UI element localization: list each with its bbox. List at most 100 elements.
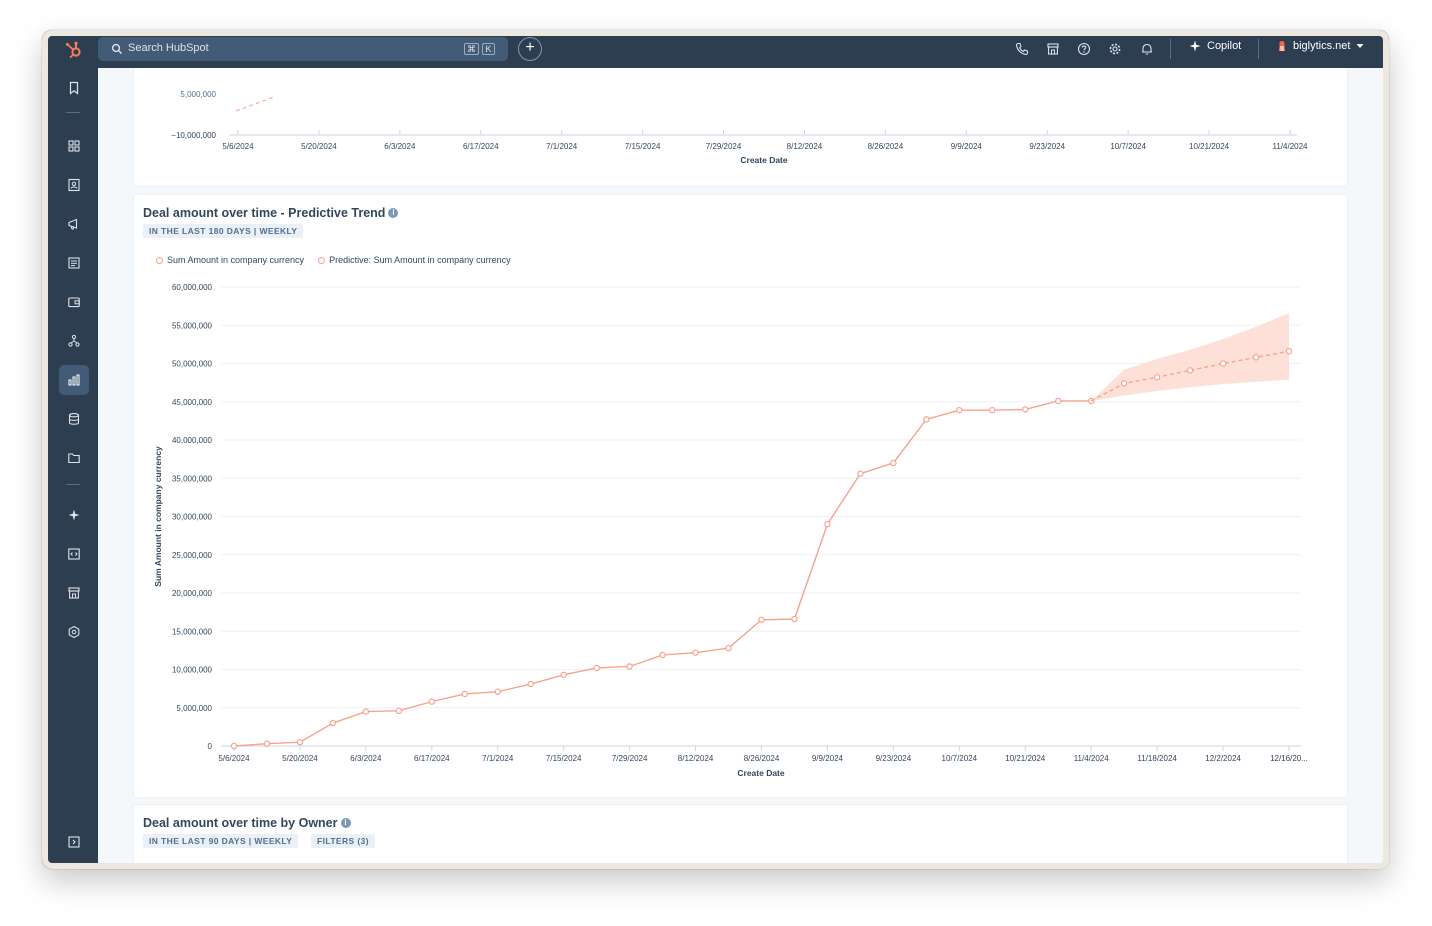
data-point-actual [428,698,436,705]
sidebar-expand-button[interactable] [59,827,89,857]
workflow-icon [68,334,80,347]
y-tick-label: 40,000,000 [172,436,213,445]
sidebar-item-library[interactable] [59,443,89,473]
y-tick-label: 25,000,000 [172,551,213,560]
sidebar-item-automation[interactable] [59,326,89,356]
x-tick-label: 8/26/2024 [744,754,780,763]
x-axis-label: Create Date [740,155,788,165]
sidebar-divider [66,484,80,485]
date-range-pill[interactable]: IN THE LAST 180 DAYS | WEEKLY [143,224,304,238]
predictive-trend-chart[interactable]: 0 5,000,000 10,000,000 15,000,000 20,000,000… [134,195,1349,799]
sidebar-item-bookmarks[interactable] [59,73,89,103]
code-icon [68,548,80,560]
sidebar-item-workspaces[interactable] [59,131,89,161]
legend-item[interactable]: Paul Mordaunt [321,865,391,869]
expand-sidebar-icon [68,836,80,848]
settings-gear-icon[interactable] [1108,42,1122,56]
x-tick-label: 11/4/2024 [1074,754,1110,763]
sidebar-item-content[interactable] [59,248,89,278]
phone-icon[interactable] [1015,42,1029,56]
data-point-predictive [1153,374,1161,381]
notifications-bell-icon[interactable] [1140,42,1154,56]
legend-item[interactable]: Hannah-Rose Farrington [404,865,515,869]
copilot-button[interactable]: Copilot [1189,40,1241,52]
sidebar-item-breeze[interactable] [59,500,89,530]
data-point-actual [758,616,765,623]
legend-label: Paul Mordaunt [332,865,391,869]
data-point-actual [1055,397,1062,405]
filters-pill[interactable]: FILTERS (3) [311,834,375,848]
legend-item[interactable]: Keith Grehan [243,865,307,869]
sidebar-item-marketing[interactable] [59,209,89,239]
legend-marker [404,866,412,869]
account-menu[interactable]: biglytics.net [1277,40,1364,52]
report-card-predictive-trend[interactable]: Deal amount over time - Predictive Trend… [133,194,1348,798]
hubspot-logo-icon[interactable] [64,40,84,60]
x-tick-label: 7/29/2024 [612,754,648,763]
y-tick-label: 0 [208,742,213,751]
data-point-actual [395,707,403,715]
card-title[interactable]: Deal amount over time - Predictive Trend… [143,206,399,220]
sidebar-divider [66,112,80,113]
sidebar-item-marketplace[interactable] [59,578,89,608]
x-tick-label: 8/12/2024 [678,754,714,763]
search-placeholder: Search HubSpot [128,42,209,54]
date-range-pill[interactable]: IN THE LAST 90 DAYS | WEEKLY [143,834,299,848]
data-point-actual [263,740,271,747]
sidebar-item-data-management[interactable] [59,404,89,434]
x-tick-label: 5/20/2024 [301,142,337,151]
data-point-actual [692,649,699,656]
series-line-actual [233,400,1092,747]
y-tick-label: 55,000,000 [172,321,213,330]
card-title[interactable]: Deal amount over time by Owner i [143,816,351,830]
data-point-actual [824,520,831,528]
x-tick-label: 10/21/2024 [1005,754,1046,763]
left-sidebar [42,68,98,869]
topbar-divider [1258,39,1259,59]
data-point-actual [791,615,798,623]
legend-marker [156,866,163,869]
bookmark-icon [69,81,79,95]
megaphone-icon [68,218,78,230]
sidebar-item-commerce[interactable] [59,287,89,317]
store-icon [68,587,80,599]
x-tick-label: 8/12/2024 [787,142,823,151]
account-logo-icon [1278,41,1286,51]
create-new-button[interactable]: + [518,37,542,61]
legend-item[interactable]: Predictive: Sum Amount in company curren… [318,255,511,265]
folder-icon [68,453,80,464]
sidebar-item-settings[interactable] [59,617,89,647]
data-point-predictive [1120,380,1128,387]
app-window: Search HubSpot ⌘ K + [42,30,1389,869]
legend-item[interactable]: Sum Amount in company currency [156,255,304,265]
sidebar-item-reporting[interactable] [59,365,89,395]
data-point-actual [725,644,732,652]
info-icon[interactable]: i [340,818,351,828]
y-tick-label: 5,000,000 [180,90,216,99]
data-point-predictive [1186,367,1194,374]
search-input[interactable]: Search HubSpot ⌘ K [98,37,508,61]
account-name: biglytics.net [1293,40,1351,52]
help-icon[interactable] [1077,42,1091,56]
x-tick-label: 11/4/2024 [1273,142,1309,151]
legend-label: Predictive: Sum Amount in company curren… [329,255,511,265]
data-point-actual [626,663,633,670]
y-tick-label: 35,000,000 [172,474,213,483]
data-point-actual [494,688,501,695]
legend-label: Hannah-Rose Farrington [416,865,515,869]
database-icon [68,413,80,425]
previous-chart: 5,000,000 −10,000,000 5/6/2024 5/20/2024 6… [171,90,1309,165]
x-tick-label: 5/6/2024 [222,142,254,151]
legend-label: Keith Grehan [254,865,307,869]
marketplace-icon[interactable] [1046,42,1060,56]
sidebar-item-crm[interactable] [59,170,89,200]
data-point-actual [659,651,666,659]
sidebar-item-development[interactable] [59,539,89,569]
data-point-actual [923,416,930,423]
x-tick-label: 9/23/2024 [1029,142,1065,151]
data-point-actual [527,680,534,688]
info-icon[interactable]: i [388,208,399,218]
report-card-by-owner[interactable]: Deal amount over time by Owner i IN THE … [133,804,1348,869]
card-title-text: Deal amount over time - Predictive Trend [143,206,386,220]
legend-item[interactable]: Nathalie Castro [156,865,229,869]
